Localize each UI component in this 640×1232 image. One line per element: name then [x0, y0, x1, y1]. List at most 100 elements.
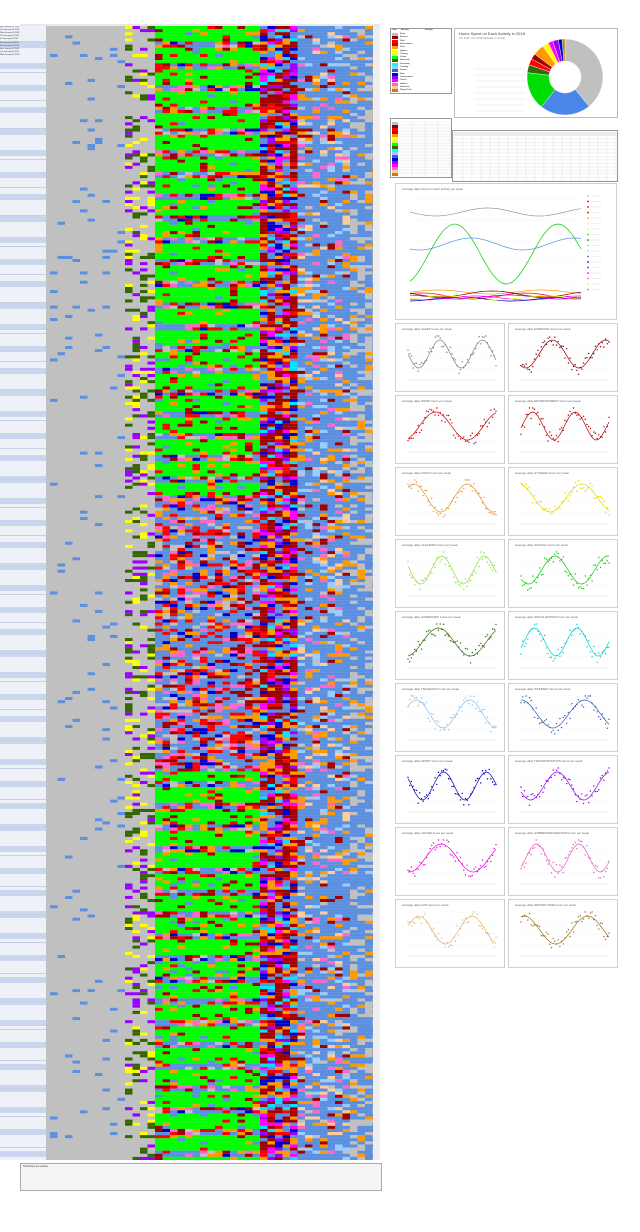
overview-line-chart: Average daily hours on each activity per… — [395, 183, 617, 320]
weekly-data-point — [409, 661, 411, 663]
weekly-data-point — [576, 920, 578, 923]
weekly-data-point — [456, 925, 458, 927]
weekly-data-point — [599, 496, 602, 498]
weekly-data-point — [407, 483, 409, 486]
weekly-data-point — [481, 928, 484, 930]
weekly-data-point — [447, 841, 450, 843]
weekly-activity-chart: Average daily SOCIALIZATION hours per we… — [508, 611, 618, 680]
activity-grid[interactable] — [20, 26, 380, 1160]
weekly-data-point — [410, 780, 413, 783]
legend-label: Cleaning — [400, 52, 408, 55]
legend-label: Exercise — [400, 36, 408, 39]
weekly-data-point — [480, 865, 482, 867]
weekly-data-point — [485, 932, 487, 934]
weekly-data-point — [486, 426, 489, 428]
weekly-data-point — [547, 337, 549, 339]
weekly-data-point — [528, 369, 531, 371]
weekly-data-point — [454, 641, 457, 643]
weekly-data-point — [571, 369, 573, 371]
weekly-data-point — [577, 479, 580, 482]
weekly-activity-chart: Average daily EXERCISE hours per week — [508, 323, 618, 392]
weekly-data-point — [586, 356, 588, 359]
overview-series-line — [409, 237, 582, 251]
weekly-chart-title: Average daily FOOD hours per week — [402, 471, 451, 475]
weekly-data-point — [567, 575, 570, 577]
weekly-data-point — [493, 408, 495, 410]
weekly-data-point — [601, 341, 603, 344]
weekly-data-point — [431, 633, 433, 635]
weekly-data-point — [562, 429, 564, 432]
weekly-data-point — [434, 336, 436, 338]
sheet-scrollbar[interactable] — [373, 26, 380, 1160]
weekly-data-point — [425, 410, 428, 412]
weekly-data-point — [454, 860, 457, 862]
weekly-data-point — [594, 790, 597, 793]
weekly-data-point — [530, 853, 532, 856]
weekly-data-point — [491, 628, 494, 630]
weekly-data-point — [454, 940, 457, 942]
weekly-chart-title: Average daily INTERNET hours per week — [515, 687, 571, 691]
weekly-data-point — [490, 409, 492, 411]
weekly-data-point — [608, 341, 610, 343]
overview-series-line — [409, 295, 582, 301]
weekly-data-point — [547, 653, 549, 655]
weekly-data-point — [599, 566, 602, 569]
weekly-data-point — [523, 365, 526, 367]
weekly-data-point — [530, 699, 532, 702]
weekly-data-point — [451, 640, 453, 643]
weekly-data-point — [574, 794, 576, 796]
legend-col-meaning: Meaning — [401, 29, 409, 31]
weekly-data-point — [532, 407, 534, 409]
weekly-data-point — [528, 407, 531, 409]
weekly-data-point — [598, 928, 600, 930]
weekly-chart-title: Average daily ENTERTAINMENT hours per we… — [515, 399, 581, 403]
weekly-data-point — [414, 789, 416, 791]
weekly-chart-title: Average daily SLEEP hours per week — [402, 327, 452, 331]
weekly-data-point — [557, 648, 559, 651]
weekly-data-point — [549, 656, 551, 659]
weekly-data-point — [478, 492, 480, 495]
weekly-data-point — [419, 588, 421, 591]
weekly-data-point — [594, 915, 597, 917]
weekly-data-point — [468, 921, 470, 923]
legend-label: Traveling — [400, 66, 409, 68]
weekly-data-point — [441, 420, 443, 422]
weekly-data-point — [451, 854, 453, 857]
weekly-data-point — [417, 424, 419, 427]
weekly-data-point — [454, 716, 457, 718]
weekly-data-point — [446, 351, 448, 353]
weekly-data-point — [488, 564, 490, 566]
weekly-data-point — [588, 425, 590, 428]
weekly-data-point — [478, 565, 480, 568]
weekly-data-point — [599, 718, 602, 720]
weekly-data-point — [461, 581, 463, 583]
weekly-data-point — [537, 576, 539, 579]
weekly-data-point — [606, 727, 608, 729]
weekly-data-point — [436, 557, 438, 559]
weekly-data-point — [562, 871, 564, 874]
weekly-data-point — [473, 352, 475, 354]
legend-swatch — [392, 75, 398, 79]
weekly-data-point — [424, 913, 426, 915]
weekly-data-point — [478, 433, 480, 435]
weekly-data-point — [523, 701, 526, 704]
weekly-data-point — [451, 944, 453, 947]
weekly-data-point — [593, 564, 595, 566]
weekly-data-point — [550, 656, 553, 658]
weekly-data-point — [520, 702, 522, 704]
weekly-data-point — [473, 695, 475, 698]
weekly-data-point — [532, 502, 534, 504]
legend-swatch — [392, 42, 398, 46]
weekly-data-point — [481, 859, 484, 861]
weekly-data-point — [547, 780, 549, 782]
weekly-data-point — [576, 623, 578, 626]
weekly-data-point — [601, 436, 603, 438]
weekly-data-point — [444, 634, 446, 637]
legend-row: Relaxation — [391, 85, 451, 89]
weekly-data-point — [480, 425, 482, 427]
weekly-data-point — [545, 718, 548, 721]
weekly-data-point — [528, 697, 531, 699]
weekly-data-point — [593, 919, 595, 921]
weekly-data-point — [449, 640, 451, 642]
weekly-data-point — [566, 571, 568, 573]
